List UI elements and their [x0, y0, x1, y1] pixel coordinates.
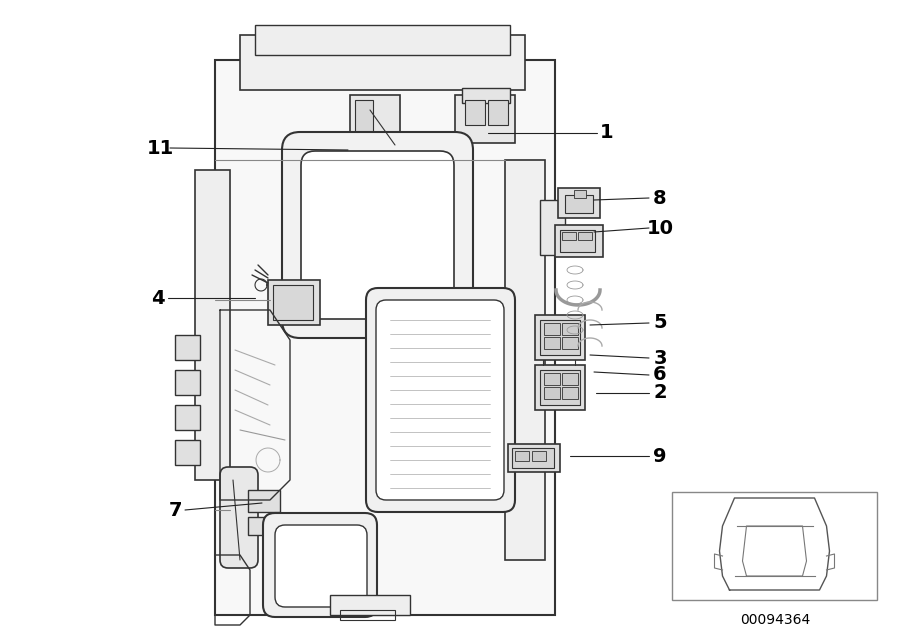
Bar [515, 451, 529, 461]
Bar [175, 440, 200, 465]
Bar [558, 188, 600, 218]
Bar [540, 200, 565, 255]
Bar [175, 335, 200, 360]
Bar [555, 225, 603, 257]
Text: 8: 8 [653, 188, 667, 207]
Bar [340, 610, 395, 620]
Bar [175, 405, 200, 430]
Bar [562, 387, 578, 399]
Bar [565, 195, 593, 213]
Bar [544, 373, 560, 385]
Bar [175, 370, 200, 395]
Text: 2: 2 [653, 384, 667, 403]
Bar [562, 323, 578, 335]
Text: 5: 5 [653, 314, 667, 333]
Bar [562, 232, 576, 240]
Text: 3: 3 [653, 349, 667, 368]
Text: 6: 6 [653, 366, 667, 385]
Text: 4: 4 [151, 289, 165, 307]
Bar [512, 448, 554, 468]
Bar [544, 337, 560, 349]
Bar [355, 100, 373, 135]
Text: 00094364: 00094364 [740, 613, 810, 627]
Bar [455, 95, 515, 143]
FancyBboxPatch shape [275, 525, 367, 607]
Bar [544, 387, 560, 399]
Bar [562, 337, 578, 349]
Text: 9: 9 [653, 446, 667, 466]
Bar [248, 490, 280, 512]
Bar [350, 95, 400, 140]
Bar [505, 160, 545, 560]
Text: 7: 7 [168, 501, 182, 520]
Bar [544, 323, 560, 335]
Bar [535, 315, 585, 360]
Bar [195, 170, 230, 480]
Bar [532, 451, 546, 461]
Text: 11: 11 [147, 139, 174, 158]
Bar [535, 365, 585, 410]
Bar [215, 60, 555, 615]
FancyBboxPatch shape [220, 467, 258, 568]
Bar [273, 285, 313, 320]
Bar [462, 88, 510, 103]
Bar [540, 370, 580, 405]
Text: 10: 10 [646, 219, 673, 237]
Bar [560, 230, 595, 252]
Bar [465, 100, 485, 125]
FancyBboxPatch shape [263, 513, 377, 617]
Bar [255, 25, 510, 55]
Text: 1: 1 [600, 123, 614, 142]
FancyBboxPatch shape [301, 151, 454, 319]
Bar [248, 517, 280, 535]
Bar [562, 373, 578, 385]
Bar [240, 35, 525, 90]
FancyBboxPatch shape [376, 300, 504, 500]
Bar [508, 444, 560, 472]
FancyBboxPatch shape [366, 288, 515, 512]
Bar [540, 320, 580, 355]
Bar [578, 232, 592, 240]
Bar [268, 280, 320, 325]
Bar [488, 100, 508, 125]
Bar [330, 595, 410, 615]
FancyBboxPatch shape [282, 132, 473, 338]
Bar [574, 190, 586, 198]
Bar [672, 492, 877, 600]
